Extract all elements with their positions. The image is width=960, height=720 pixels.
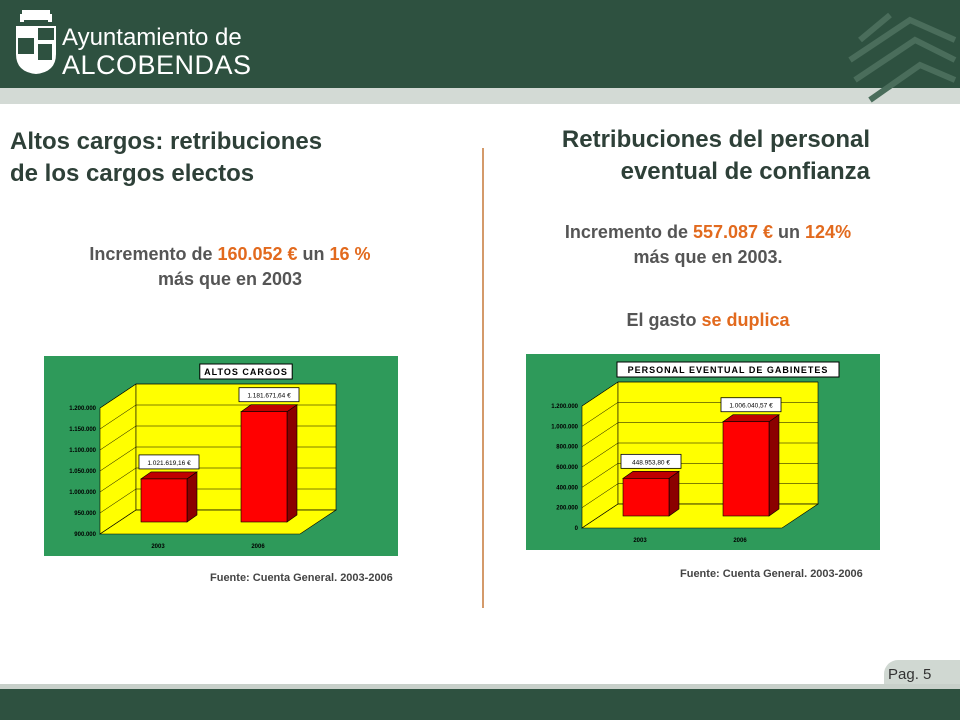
data-label: 448.953,80 €: [632, 459, 670, 466]
bar-top: [240, 404, 298, 412]
vertical-divider: [482, 148, 484, 608]
bar-side: [286, 404, 298, 523]
y-tick-label: 950.000: [74, 511, 96, 517]
right-title-line2: eventual de confianza: [620, 158, 870, 185]
logo-line2: ALCOBENDAS: [62, 50, 252, 80]
y-tick-label: 1.150.000: [69, 427, 96, 433]
bar-top: [722, 414, 780, 423]
x-tick-label: 2003: [151, 544, 165, 550]
bar-2003: [622, 478, 670, 517]
data-label: 1.181.671,64 €: [247, 393, 291, 400]
y-tick-label: 800.000: [556, 445, 578, 451]
data-label-box: [138, 454, 200, 470]
left-increment-text: Incremento de 160.052 € un 16 % más que …: [40, 242, 420, 292]
left-inc-pct: 16 %: [329, 244, 371, 264]
data-label-box: [620, 453, 682, 469]
left-title: Altos cargos: retribuciones de los cargo…: [10, 126, 322, 190]
altos-cargos-chart: 900.000 950.000 1.000.000 1.050.000 1.100.00…: [44, 356, 398, 556]
left-title-line2: de los cargos electos: [10, 160, 255, 187]
personal-eventual-chart: 0 200.000 400.000 600.000 800.000 1.000.000 1.…: [526, 354, 880, 550]
x-tick-label: 2003: [633, 538, 647, 544]
left-inc-amount: 160.052 €: [217, 244, 298, 264]
data-label: 1.006.040,57 €: [729, 403, 773, 410]
y-tick-label: 900.000: [74, 532, 96, 538]
left-title-line1: Altos cargos: retribuciones: [10, 128, 323, 155]
logo-wordmark: Ayuntamiento de ALCOBENDAS: [62, 26, 252, 79]
right-increment-text: Incremento de 557.087 € un 124% más que …: [518, 220, 898, 270]
chart-title: PERSONAL EVENTUAL DE GABINETES: [628, 365, 829, 375]
bar-top: [622, 471, 680, 479]
coat-of-arms-icon: [16, 10, 56, 74]
y-tick-label: 0: [575, 526, 579, 532]
right-gasto-highlight: se duplica: [701, 310, 790, 330]
right-increment-line1: Incremento de 557.087 € un 124%: [518, 220, 898, 245]
y-tick-label: 400.000: [556, 485, 578, 491]
right-source: Fuente: Cuenta General. 2003-2006: [680, 568, 863, 580]
left-increment-line1: Incremento de 160.052 € un 16 %: [40, 242, 420, 267]
x-tick-label: 2006: [251, 544, 265, 550]
header-bar: [0, 0, 960, 88]
left-increment-line2: más que en 2003: [157, 269, 303, 289]
gridline: [99, 383, 336, 409]
floor: [581, 503, 819, 529]
right-inc-amount: 557.087 €: [692, 222, 774, 242]
chart-title-box: [616, 361, 840, 378]
data-label-box: [238, 387, 300, 403]
left-inc-mid: un: [297, 244, 330, 264]
gridline: [581, 381, 818, 407]
left-inc-pre: Incremento de: [89, 244, 218, 264]
bar-2006: [722, 421, 770, 517]
data-label-box: [720, 397, 782, 413]
y-tick-label: 1.200.000: [69, 406, 96, 412]
chart-title: ALTOS CARGOS: [204, 367, 288, 377]
page-tab: [884, 660, 960, 688]
left-source: Fuente: Cuenta General. 2003-2006: [210, 572, 393, 584]
bar-side: [668, 470, 680, 517]
right-inc-mid: un: [773, 222, 806, 242]
watermark-emblem-icon: [848, 12, 957, 103]
page-number: Pag. 5: [888, 666, 932, 683]
right-inc-pct: 124%: [805, 222, 852, 242]
bar-side: [768, 414, 780, 517]
right-inc-pre: Incremento de: [564, 222, 693, 242]
right-title-line1: Retribuciones del personal: [561, 126, 870, 153]
y-tick-label: 600.000: [556, 465, 578, 471]
bar-side: [186, 471, 198, 523]
y-tick-label: 1.050.000: [69, 469, 96, 475]
y-tick-label: 1.000.000: [551, 424, 578, 430]
data-label: 1.021.619,16 €: [147, 460, 191, 467]
floor: [99, 509, 337, 535]
y-tick-label: 1.000.000: [69, 490, 96, 496]
right-title: Retribuciones del personal eventual de c…: [522, 124, 870, 188]
bar-top: [140, 471, 198, 480]
y-tick-label: 1.200.000: [551, 404, 578, 410]
x-tick-label: 2006: [733, 538, 747, 544]
y-tick-label: 200.000: [556, 506, 578, 512]
bar-2006: [240, 411, 288, 523]
chart-title-box: [199, 363, 293, 380]
right-gasto-text: El gasto se duplica: [518, 308, 898, 333]
right-increment-line2: más que en 2003.: [633, 247, 783, 267]
footer-band: [0, 684, 960, 692]
bar-2003: [140, 478, 188, 523]
right-gasto-pre: El gasto: [626, 310, 702, 330]
header-band-gap: [0, 104, 960, 110]
y-tick-label: 1.100.000: [69, 448, 96, 454]
logo-line1: Ayuntamiento de: [62, 24, 242, 51]
footer-bar: [0, 689, 960, 720]
